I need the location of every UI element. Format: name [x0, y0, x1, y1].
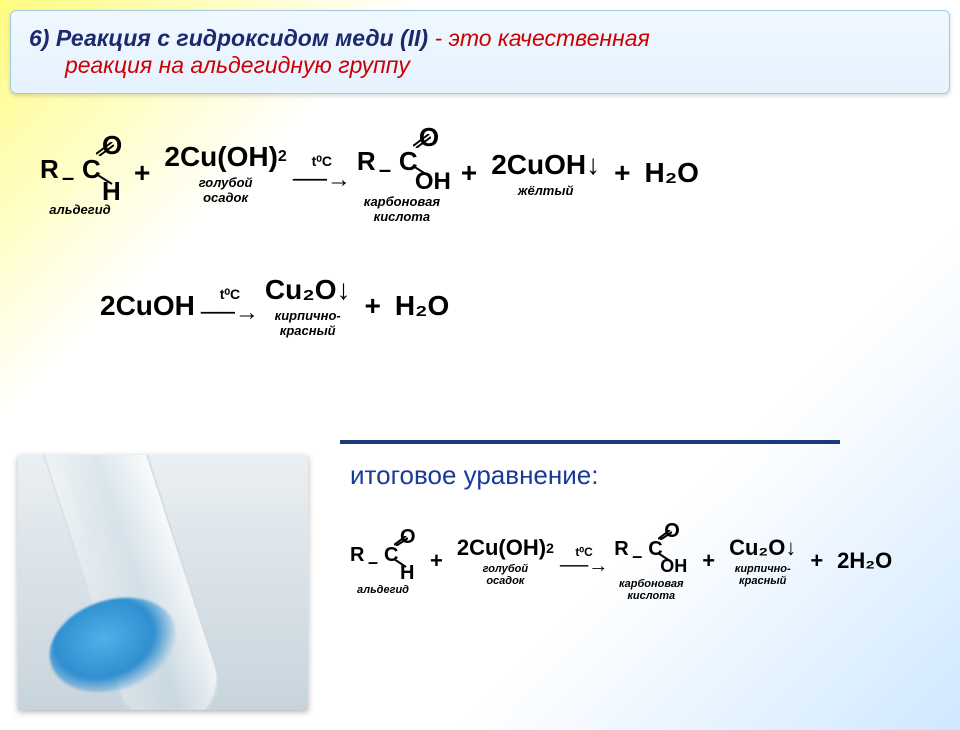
plus-icon: + — [134, 157, 150, 189]
cuoh2: 2 Cu(OH) 2 голубой осадок — [164, 141, 286, 205]
acid-struct: R–C OOH карбоновая кислота — [614, 520, 688, 602]
arrow: t⁰C ──→ — [201, 286, 259, 327]
cu2o-label: кирпично- красный — [735, 563, 791, 587]
plus-icon: + — [461, 157, 477, 189]
formula: CuOH — [507, 149, 586, 181]
cu2o: Cu₂O ↓ кирпично- красный — [265, 274, 351, 338]
sub: 2 — [546, 540, 554, 556]
divider — [340, 440, 840, 444]
formula: Cu(OH) — [469, 535, 546, 561]
acid-struct: R–C OOH карбоновая кислота — [357, 122, 447, 224]
equation-1: R–C OH альдегид + 2 Cu(OH) 2 голубой оса… — [40, 122, 940, 224]
aldehyde-struct: R–C OH альдегид — [350, 526, 416, 596]
title-box: 6) Реакция с гидроксидом меди (II) - это… — [10, 10, 950, 94]
sub: 2 — [278, 148, 287, 166]
coef: 2 — [100, 290, 116, 322]
aldehyde-label: альдегид — [357, 584, 409, 596]
coef: 2 — [457, 535, 469, 561]
coef: 2 — [837, 548, 849, 574]
arrow: t⁰C ──→ — [293, 153, 351, 194]
plus-icon: + — [430, 548, 443, 574]
h2o: H₂O — [395, 290, 449, 322]
title-line2: реакция на альдегидную группу — [65, 52, 931, 79]
coef: 2 — [164, 141, 180, 173]
title-em: качественная — [498, 25, 650, 51]
down-arrow-icon: ↓ — [336, 274, 350, 306]
formula: H₂O — [644, 157, 698, 189]
title-line1: 6) Реакция с гидроксидом меди (II) - это… — [29, 25, 931, 52]
title-num: 6) — [29, 25, 49, 51]
formula: Cu₂O — [265, 274, 337, 306]
formula: CuOH — [116, 290, 195, 322]
plus-icon: + — [810, 548, 823, 574]
coef: 2 — [491, 149, 507, 181]
cuoh: 2 CuOH ↓ жёлтый — [491, 149, 600, 198]
down-arrow-icon: ↓ — [586, 149, 600, 181]
cu2o: Cu₂O ↓ кирпично- красный — [729, 535, 796, 587]
cuoh2-label: голубой осадок — [483, 563, 529, 587]
title-part1: Реакция с гидроксидом меди (II) — [56, 25, 428, 51]
plus-icon: + — [364, 290, 380, 322]
cuoh-label: жёлтый — [518, 183, 574, 198]
equation-3: R–C OH альдегид + 2 Cu(OH) 2 голубой оса… — [350, 520, 892, 602]
cuoh2-label: голубой осадок — [199, 175, 253, 205]
cu2o-label: кирпично- красный — [275, 308, 341, 338]
down-arrow-icon: ↓ — [785, 535, 796, 561]
equation-2: 2 CuOH t⁰C ──→ Cu₂O ↓ кирпично- красный … — [100, 274, 940, 338]
acid-label: карбоновая кислота — [619, 578, 684, 602]
final-label: итоговое уравнение: — [350, 460, 598, 491]
plus-icon: + — [614, 157, 630, 189]
aldehyde-struct: R–C OH альдегид — [40, 130, 120, 217]
title-dash: - это — [434, 25, 491, 51]
formula: H₂O — [849, 548, 892, 574]
acid-label: карбоновая кислота — [364, 194, 440, 224]
plus-icon: + — [702, 548, 715, 574]
h2o: 2 H₂O — [837, 548, 892, 574]
formula: Cu(OH) — [180, 141, 278, 173]
h2o: H₂O — [644, 157, 698, 189]
test-tube-photo — [18, 455, 308, 710]
arrow: t⁰C ──→ — [560, 545, 608, 578]
cuoh2: 2 Cu(OH) 2 голубой осадок — [457, 535, 554, 587]
formula: Cu₂O — [729, 535, 785, 561]
cuoh-lhs: 2 CuOH — [100, 290, 195, 322]
formula: H₂O — [395, 290, 449, 322]
